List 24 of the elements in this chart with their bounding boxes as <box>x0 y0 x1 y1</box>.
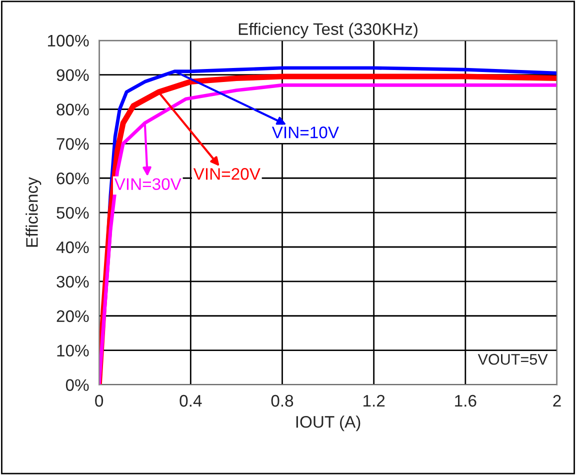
x-tick-label: 0 <box>95 394 104 407</box>
y-tick-label: 50% <box>56 206 89 219</box>
y-tick-label: 80% <box>56 104 89 116</box>
y-tick-label: 90% <box>56 69 89 82</box>
y-tick-label: 20% <box>56 310 89 322</box>
annotation: VIN=10V <box>272 126 339 138</box>
x-tick-label: 0.8 <box>271 394 294 407</box>
y-tick-label: 70% <box>56 138 89 150</box>
y-tick-label: 0% <box>66 379 89 391</box>
y-tick-label: 60% <box>56 172 89 184</box>
y-tick-label: 100% <box>48 34 89 47</box>
x-axis-title: IOUT (A) <box>296 416 360 432</box>
y-tick-label: 40% <box>56 241 89 254</box>
chart-title: Efficiency Test (330KHz) <box>238 22 418 38</box>
x-tick-label: 1.2 <box>364 394 385 407</box>
x-tick-label: 0.4 <box>180 394 202 407</box>
y-axis-title: Efficiency <box>26 177 42 247</box>
annotation: VIN=30V <box>114 178 182 190</box>
annotation: VIN=20V <box>193 168 260 180</box>
annotation: VOUT=5V <box>478 354 548 365</box>
y-tick-label: 30% <box>56 276 89 288</box>
x-tick-label: 2 <box>553 394 561 407</box>
x-tick-label: 1.6 <box>455 394 476 407</box>
y-tick-label: 10% <box>57 344 89 357</box>
